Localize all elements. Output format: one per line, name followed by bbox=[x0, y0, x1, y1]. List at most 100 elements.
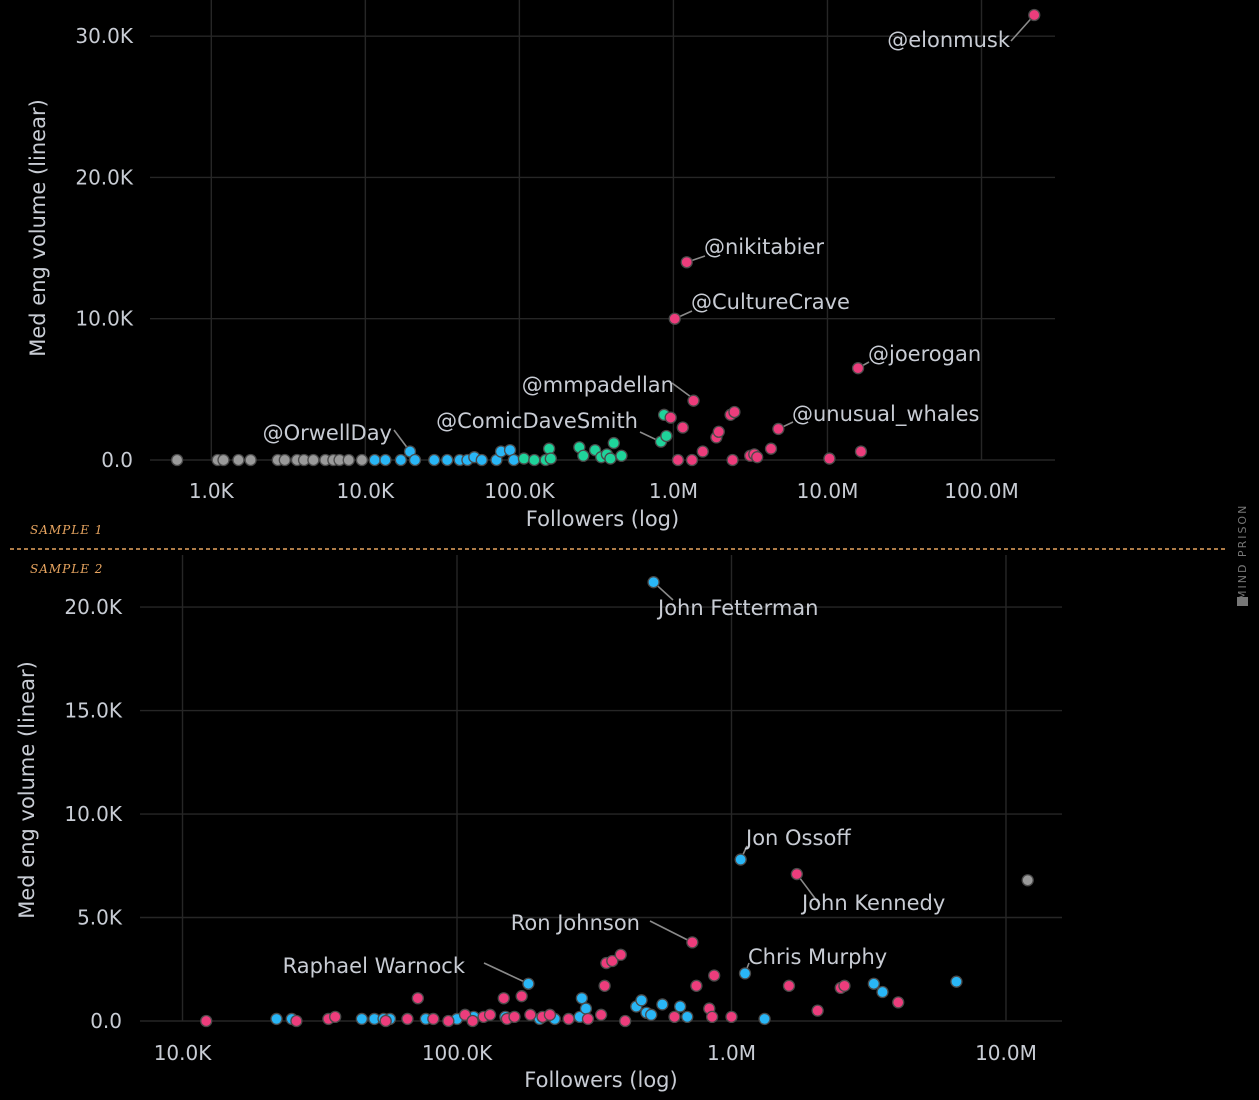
data-point-pink bbox=[687, 394, 700, 407]
data-point-blue bbox=[379, 453, 392, 467]
annotation-leader bbox=[483, 962, 529, 985]
point-annotation: @CultureCrave bbox=[691, 290, 850, 314]
x-axis-label: Followers (log) bbox=[524, 1068, 677, 1092]
y-tick-label: 10.0K bbox=[64, 802, 123, 826]
data-point-blue bbox=[734, 853, 747, 866]
data-point-pink bbox=[686, 936, 699, 949]
point-annotation: Ron Johnson bbox=[511, 911, 640, 935]
data-point-pink bbox=[664, 411, 677, 424]
data-point-blue bbox=[673, 1000, 687, 1013]
data-point-blue bbox=[950, 975, 963, 988]
data-point-pink bbox=[442, 1014, 455, 1028]
point-annotation: Raphael Warnock bbox=[283, 954, 466, 978]
point-annotation: @unusual_whales bbox=[792, 402, 979, 427]
y-tick-label: 5.0K bbox=[77, 906, 123, 930]
data-point-green bbox=[660, 429, 673, 443]
data-point-blue bbox=[428, 453, 441, 467]
y-tick-label: 15.0K bbox=[64, 699, 123, 723]
data-point-pink bbox=[562, 1012, 575, 1026]
y-axis-label: Med eng volume (linear) bbox=[26, 99, 50, 357]
x-tick-label: 1.0M bbox=[649, 479, 698, 503]
y-tick-label: 0.0 bbox=[90, 1009, 122, 1033]
data-point-blue bbox=[647, 576, 660, 589]
data-point-pink bbox=[581, 1012, 595, 1026]
data-point-blue bbox=[575, 992, 589, 1005]
data-point-pink bbox=[892, 996, 905, 1009]
data-point-pink bbox=[466, 1014, 479, 1028]
data-point-pink bbox=[619, 1014, 632, 1028]
data-point-blue bbox=[876, 985, 889, 999]
data-point-pink bbox=[696, 445, 709, 458]
data-point-blue bbox=[681, 1010, 694, 1024]
x-tick-label: 100.0M bbox=[944, 479, 1019, 503]
data-point-blue bbox=[475, 453, 488, 467]
data-point-pink bbox=[411, 992, 424, 1005]
data-point-pink bbox=[772, 422, 785, 436]
point-annotation: Jon Ossoff bbox=[744, 826, 851, 850]
y-tick-label: 0.0 bbox=[101, 448, 133, 472]
data-point-pink bbox=[508, 1010, 521, 1024]
x-tick-label: 100.0K bbox=[484, 479, 555, 503]
data-point-blue bbox=[408, 453, 422, 467]
data-point-blue bbox=[867, 977, 880, 990]
annotation-leader bbox=[649, 920, 693, 944]
data-point-pink bbox=[751, 451, 764, 464]
data-point-green bbox=[528, 453, 541, 467]
data-point-pink bbox=[290, 1014, 303, 1028]
data-point-pink bbox=[515, 990, 528, 1003]
data-point-green bbox=[615, 449, 628, 462]
x-tick-label: 10.0K bbox=[154, 1041, 213, 1065]
data-point-pink bbox=[483, 1008, 497, 1021]
data-point-pink bbox=[823, 452, 836, 465]
data-point-pink bbox=[690, 979, 703, 992]
data-point-blue bbox=[394, 453, 407, 467]
data-point-green bbox=[577, 449, 590, 462]
data-point-pink bbox=[1028, 8, 1041, 22]
x-tick-label: 1.0M bbox=[707, 1041, 756, 1065]
data-point-green bbox=[542, 442, 556, 455]
data-point-pink bbox=[668, 312, 681, 325]
data-point-blue bbox=[656, 998, 669, 1011]
data-point-blue bbox=[441, 453, 454, 467]
data-point-pink bbox=[329, 1010, 342, 1024]
data-point-green bbox=[604, 452, 617, 465]
data-point-pink bbox=[524, 1008, 537, 1021]
data-point-pink bbox=[764, 442, 778, 455]
data-point-gray bbox=[278, 453, 291, 467]
data-point-blue bbox=[645, 1008, 658, 1021]
data-point-gray bbox=[307, 453, 320, 467]
x-tick-label: 1.0K bbox=[189, 479, 235, 503]
data-point-blue bbox=[635, 994, 648, 1007]
x-tick-label: 10.0M bbox=[797, 479, 859, 503]
y-tick-label: 10.0K bbox=[75, 307, 134, 331]
data-point-pink bbox=[782, 979, 796, 992]
chart-sample-1: 1.0K 10.0K 100.0K 1.0M 10.0M 100.0M 0.0 10.0K 20… bbox=[26, 0, 1055, 531]
x-tick-label: 10.0M bbox=[975, 1041, 1037, 1065]
data-point-blue bbox=[522, 977, 535, 990]
data-point-gray bbox=[1021, 874, 1034, 887]
data-point-gray bbox=[170, 453, 184, 467]
data-point-blue bbox=[368, 453, 381, 467]
data-point-pink bbox=[728, 405, 741, 419]
point-annotation: John Fetterman bbox=[656, 596, 818, 620]
data-point-pink bbox=[671, 453, 685, 467]
data-point-pink bbox=[379, 1014, 392, 1028]
annotation-leader bbox=[796, 873, 821, 906]
point-annotation: @elonmusk bbox=[887, 28, 1011, 52]
y-tick-label: 30.0K bbox=[75, 24, 134, 48]
data-point-green bbox=[517, 452, 531, 465]
data-point-pink bbox=[705, 1010, 719, 1024]
y-tick-label: 20.0K bbox=[64, 595, 123, 619]
data-point-pink bbox=[543, 1008, 557, 1021]
data-point-gray bbox=[342, 453, 355, 467]
data-point-pink bbox=[725, 1010, 738, 1024]
data-point-pink bbox=[594, 1008, 608, 1021]
data-point-pink bbox=[838, 979, 851, 992]
data-point-pink bbox=[685, 453, 699, 467]
x-tick-label: 10.0K bbox=[337, 479, 396, 503]
data-point-pink bbox=[851, 362, 865, 375]
point-annotation: @OrwellDay bbox=[263, 421, 392, 445]
data-point-blue bbox=[507, 453, 520, 467]
data-point-gray bbox=[217, 453, 230, 467]
data-point-gray bbox=[244, 453, 257, 467]
